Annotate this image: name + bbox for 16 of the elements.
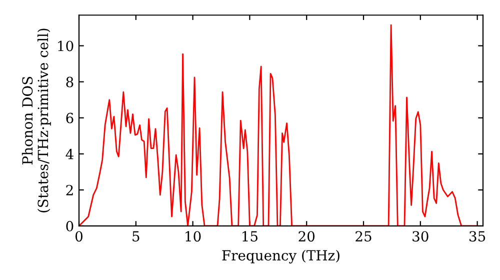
y-tick-label: 4: [66, 148, 74, 160]
x-tick-label: 15: [242, 231, 258, 242]
y-tick-label: 6: [66, 112, 74, 124]
x-tick-label: 30: [412, 231, 428, 242]
x-tick-label: 0: [75, 231, 82, 242]
x-axis-title: Frequency (THz): [222, 250, 340, 264]
y-tick-label: 10: [58, 40, 74, 52]
y-tick-label: 8: [66, 76, 74, 88]
x-tick-label: 20: [298, 231, 315, 242]
y-axis-title: Phonon DOS (States/THz·primitive cell): [22, 28, 51, 212]
x-tick-label: 10: [186, 231, 201, 242]
x-tick-label: 35: [470, 231, 486, 242]
x-tick-label: 25: [356, 231, 372, 242]
x-tick-label: 5: [132, 231, 140, 242]
y-tick-label: 2: [66, 184, 73, 196]
y-tick-label: 0: [66, 220, 74, 232]
